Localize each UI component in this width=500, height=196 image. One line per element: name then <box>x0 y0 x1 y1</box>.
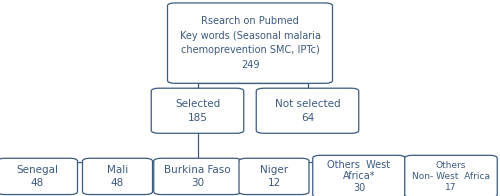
Text: Non- West  Africa: Non- West Africa <box>412 172 490 181</box>
Text: Senegal: Senegal <box>16 165 58 175</box>
Text: chemoprevention SMC, IPTc): chemoprevention SMC, IPTc) <box>180 45 320 55</box>
FancyBboxPatch shape <box>0 158 78 194</box>
FancyBboxPatch shape <box>151 88 244 133</box>
Text: Mali: Mali <box>107 165 128 175</box>
Text: Rsearch on Pubmed: Rsearch on Pubmed <box>201 16 299 26</box>
Text: 12: 12 <box>268 178 280 188</box>
Text: Others: Others <box>436 161 466 170</box>
Text: Not selected: Not selected <box>274 99 340 109</box>
FancyBboxPatch shape <box>154 158 241 194</box>
Text: 249: 249 <box>241 60 259 70</box>
Text: 17: 17 <box>446 183 457 192</box>
Text: Niger: Niger <box>260 165 288 175</box>
FancyBboxPatch shape <box>405 155 497 196</box>
Text: 30: 30 <box>191 178 204 188</box>
Text: 48: 48 <box>31 178 44 188</box>
FancyBboxPatch shape <box>82 158 152 194</box>
Text: Key words (Seasonal malaria: Key words (Seasonal malaria <box>180 31 320 41</box>
Text: 30: 30 <box>353 183 365 193</box>
Text: 48: 48 <box>111 178 124 188</box>
Text: Others  West: Others West <box>328 160 390 170</box>
FancyBboxPatch shape <box>239 158 309 194</box>
Text: Africa*: Africa* <box>343 171 375 181</box>
FancyBboxPatch shape <box>313 155 405 196</box>
FancyBboxPatch shape <box>168 3 332 83</box>
Text: Burkina Faso: Burkina Faso <box>164 165 231 175</box>
FancyBboxPatch shape <box>256 88 358 133</box>
Text: Selected: Selected <box>175 99 220 109</box>
Text: 185: 185 <box>188 113 208 123</box>
Text: 64: 64 <box>301 113 314 123</box>
